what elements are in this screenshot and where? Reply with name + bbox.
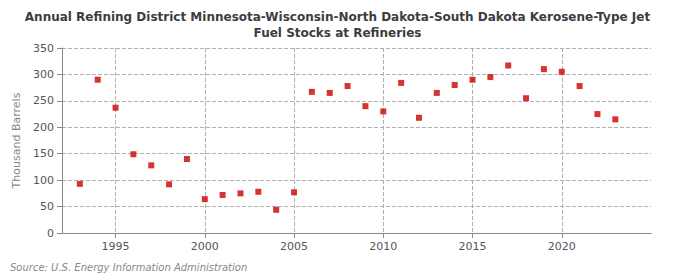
svg-text:1995: 1995 [102, 240, 130, 253]
svg-text:100: 100 [33, 174, 54, 187]
svg-text:50: 50 [40, 200, 54, 213]
svg-text:2010: 2010 [369, 240, 397, 253]
svg-text:200: 200 [33, 121, 54, 134]
svg-text:350: 350 [33, 42, 54, 55]
svg-text:300: 300 [33, 68, 54, 81]
svg-text:Fuel Stocks at Refineries: Fuel Stocks at Refineries [254, 26, 422, 40]
svg-text:Thousand Barrels: Thousand Barrels [10, 92, 23, 189]
svg-text:2015: 2015 [459, 240, 487, 253]
svg-text:250: 250 [33, 94, 54, 107]
svg-text:2005: 2005 [280, 240, 308, 253]
svg-text:Annual Refining District Minne: Annual Refining District Minnesota-Wisco… [25, 10, 651, 24]
svg-text:0: 0 [47, 227, 54, 240]
svg-text:Source: U.S. Energy Informatio: Source: U.S. Energy Information Administ… [10, 262, 247, 273]
svg-text:2000: 2000 [191, 240, 219, 253]
svg-text:150: 150 [33, 147, 54, 160]
svg-text:2020: 2020 [548, 240, 576, 253]
